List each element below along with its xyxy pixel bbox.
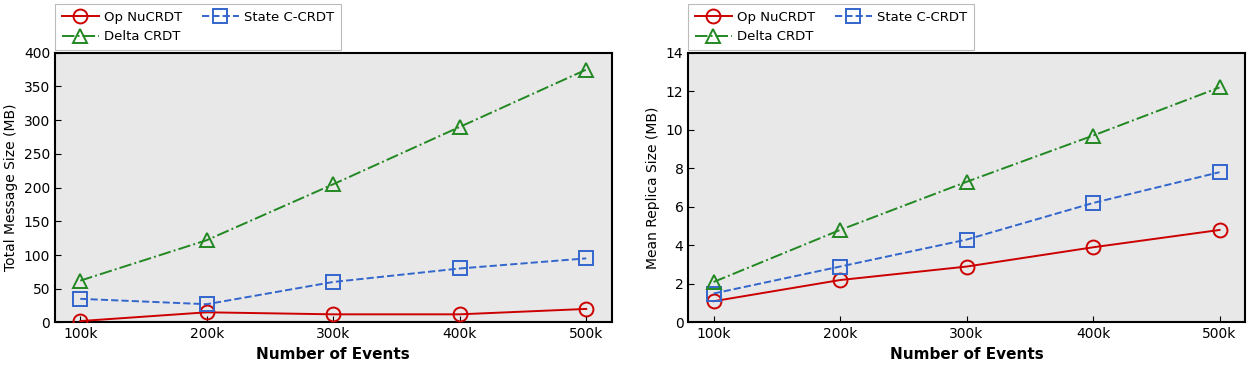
Y-axis label: Mean Replica Size (MB): Mean Replica Size (MB) — [646, 107, 661, 269]
X-axis label: Number of Events: Number of Events — [256, 347, 410, 362]
Y-axis label: Total Message Size (MB): Total Message Size (MB) — [4, 104, 19, 271]
Legend: Op NuCRDT, Delta CRDT, State C-CRDT: Op NuCRDT, Delta CRDT, State C-CRDT — [688, 4, 974, 50]
Legend: Op NuCRDT, Delta CRDT, State C-CRDT: Op NuCRDT, Delta CRDT, State C-CRDT — [55, 4, 341, 50]
X-axis label: Number of Events: Number of Events — [889, 347, 1043, 362]
